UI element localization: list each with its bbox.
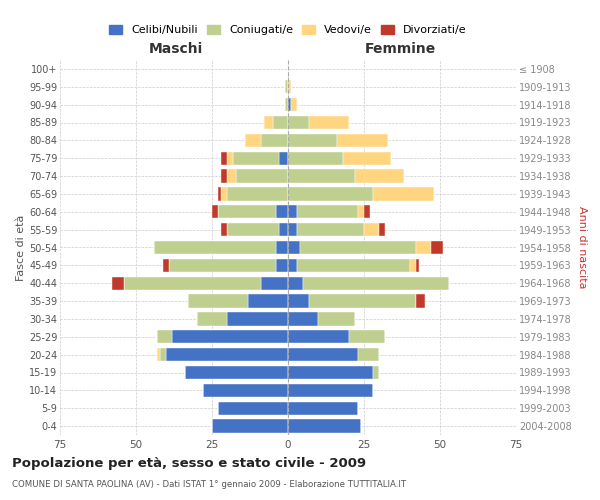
Bar	[337, 134, 388, 147]
Bar	[166, 348, 288, 362]
Bar	[221, 223, 227, 236]
Bar	[248, 294, 288, 308]
Bar	[288, 420, 361, 433]
Bar	[297, 205, 358, 218]
Bar	[288, 276, 303, 290]
Bar	[297, 223, 364, 236]
Bar	[276, 205, 288, 218]
Bar	[233, 152, 279, 165]
Bar	[288, 366, 373, 379]
Bar	[157, 330, 172, 344]
Bar	[358, 205, 364, 218]
Bar	[245, 134, 260, 147]
Text: COMUNE DI SANTA PAOLINA (AV) - Dati ISTAT 1° gennaio 2009 - Elaborazione TUTTITA: COMUNE DI SANTA PAOLINA (AV) - Dati ISTA…	[12, 480, 406, 489]
Bar	[227, 223, 279, 236]
Bar	[279, 152, 288, 165]
Bar	[309, 116, 349, 129]
Bar	[218, 187, 221, 200]
Bar	[373, 187, 434, 200]
Bar	[416, 294, 425, 308]
Bar	[276, 258, 288, 272]
Bar	[285, 80, 288, 94]
Bar	[319, 312, 355, 326]
Bar	[288, 402, 358, 415]
Bar	[212, 420, 288, 433]
Bar	[218, 402, 288, 415]
Bar	[288, 170, 355, 183]
Bar	[221, 152, 227, 165]
Bar	[273, 116, 288, 129]
Bar	[288, 330, 349, 344]
Bar	[288, 116, 309, 129]
Bar	[288, 312, 319, 326]
Bar	[288, 134, 337, 147]
Bar	[349, 330, 385, 344]
Bar	[154, 241, 276, 254]
Bar	[236, 170, 288, 183]
Bar	[227, 170, 236, 183]
Bar	[288, 98, 291, 112]
Text: Femmine: Femmine	[365, 42, 436, 56]
Bar	[373, 366, 379, 379]
Bar	[297, 258, 410, 272]
Bar	[188, 294, 248, 308]
Bar	[263, 116, 273, 129]
Bar	[288, 205, 297, 218]
Bar	[358, 348, 379, 362]
Bar	[288, 223, 297, 236]
Bar	[260, 276, 288, 290]
Bar	[197, 312, 227, 326]
Bar	[288, 294, 309, 308]
Text: Maschi: Maschi	[148, 42, 203, 56]
Bar	[303, 276, 449, 290]
Bar	[227, 152, 233, 165]
Bar	[416, 241, 431, 254]
Bar	[309, 294, 416, 308]
Text: Popolazione per età, sesso e stato civile - 2009: Popolazione per età, sesso e stato civil…	[12, 458, 366, 470]
Bar	[379, 223, 385, 236]
Bar	[172, 330, 288, 344]
Bar	[163, 258, 169, 272]
Bar	[355, 170, 404, 183]
Bar	[212, 205, 218, 218]
Bar	[221, 170, 227, 183]
Bar	[288, 348, 358, 362]
Bar	[276, 241, 288, 254]
Legend: Celibi/Nubili, Coniugati/e, Vedovi/e, Divorziati/e: Celibi/Nubili, Coniugati/e, Vedovi/e, Di…	[105, 20, 471, 40]
Bar	[203, 384, 288, 397]
Bar	[288, 384, 373, 397]
Y-axis label: Anni di nascita: Anni di nascita	[577, 206, 587, 289]
Bar	[288, 80, 291, 94]
Bar	[112, 276, 124, 290]
Bar	[288, 241, 300, 254]
Bar	[221, 187, 227, 200]
Bar	[416, 258, 419, 272]
Bar	[227, 312, 288, 326]
Bar	[300, 241, 416, 254]
Bar	[291, 98, 297, 112]
Bar	[260, 134, 288, 147]
Bar	[288, 187, 373, 200]
Bar	[227, 187, 288, 200]
Bar	[157, 348, 160, 362]
Y-axis label: Fasce di età: Fasce di età	[16, 214, 26, 280]
Bar	[169, 258, 276, 272]
Bar	[410, 258, 416, 272]
Bar	[185, 366, 288, 379]
Bar	[288, 258, 297, 272]
Bar	[364, 223, 379, 236]
Bar	[431, 241, 443, 254]
Bar	[279, 223, 288, 236]
Bar	[124, 276, 260, 290]
Bar	[160, 348, 166, 362]
Bar	[285, 98, 288, 112]
Bar	[218, 205, 276, 218]
Bar	[288, 152, 343, 165]
Bar	[343, 152, 391, 165]
Bar	[364, 205, 370, 218]
